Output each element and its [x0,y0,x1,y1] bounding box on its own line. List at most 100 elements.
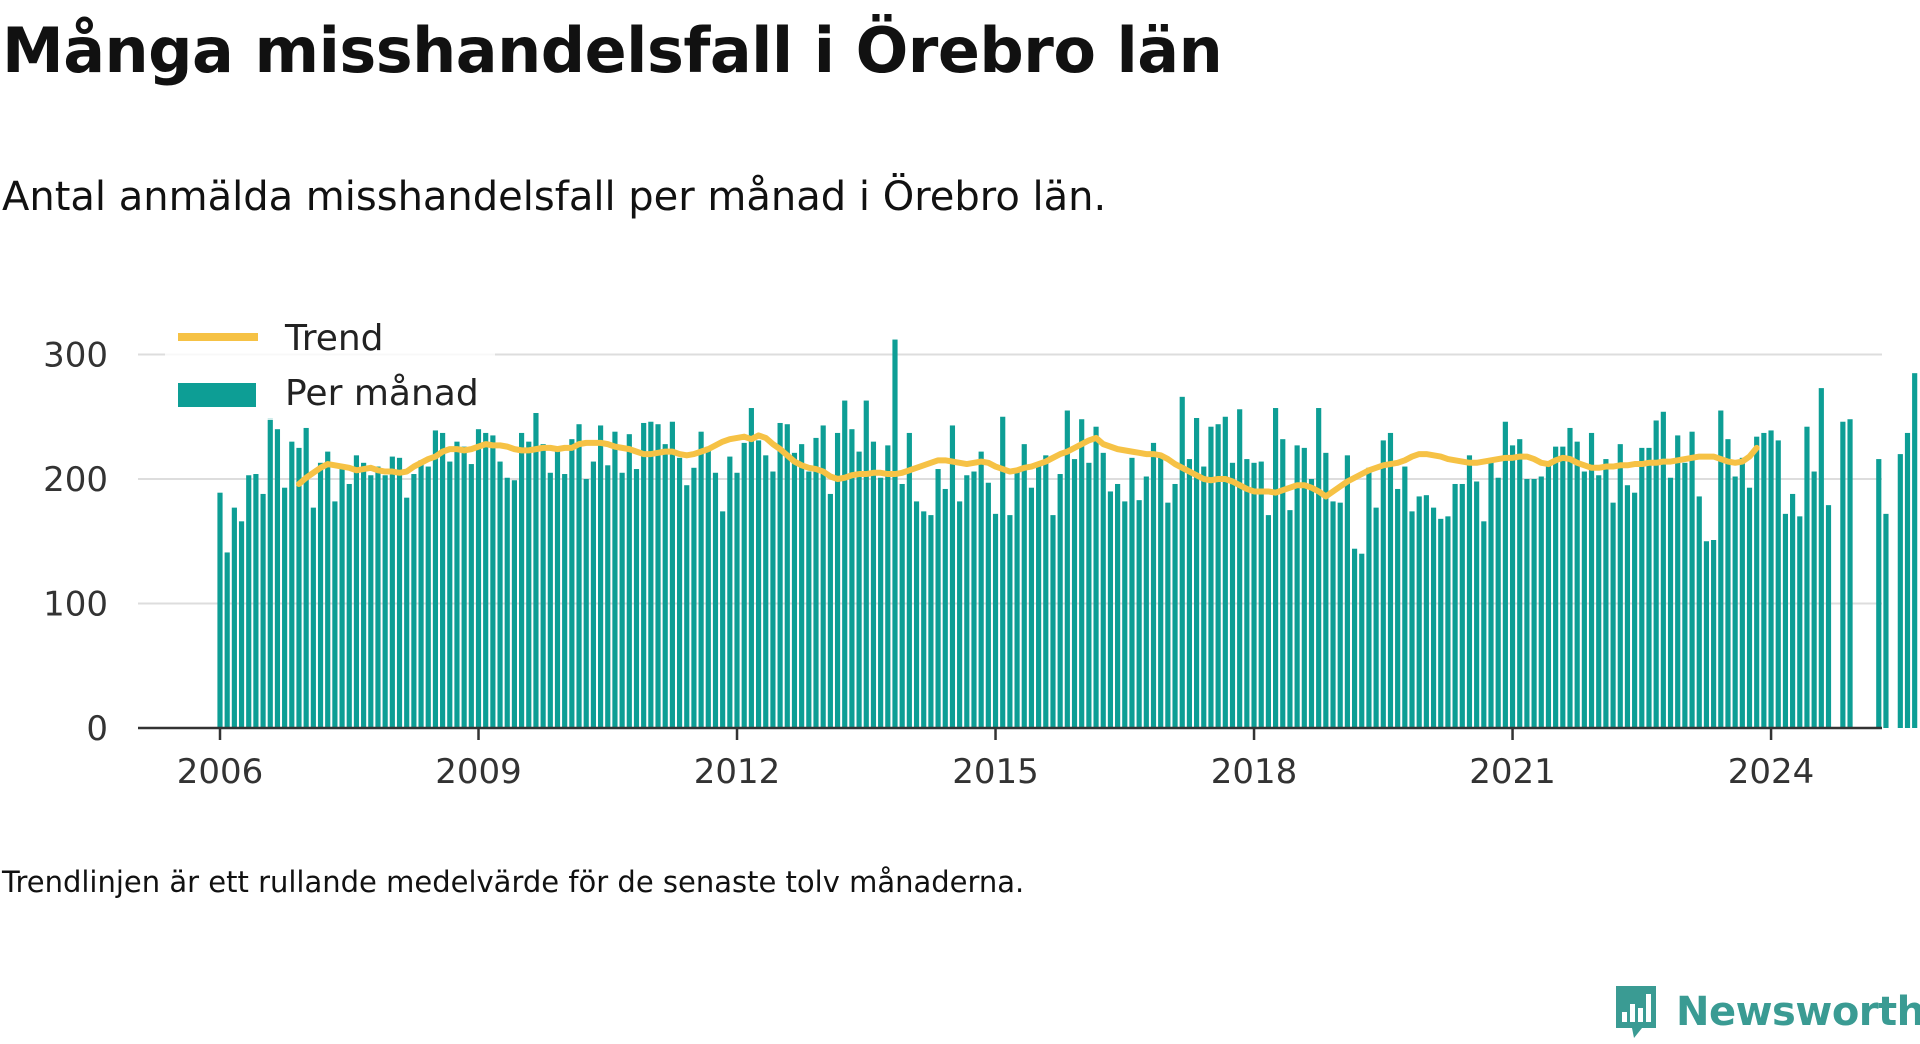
bar [1064,410,1070,728]
bar [1007,515,1013,728]
bar [641,422,647,728]
y-axis-ticks: 0 100 200 300 [43,336,108,750]
bar [1524,479,1530,728]
bar [1000,416,1006,728]
bar [1395,488,1401,728]
bar [289,441,295,728]
bar [274,429,281,728]
bar [425,466,431,728]
bar [282,487,288,728]
bar [684,485,690,728]
bar [992,513,999,728]
bar [1474,481,1480,728]
bar [633,469,640,728]
bar [562,474,568,728]
bar [296,447,302,729]
bar [1617,444,1623,728]
bar [856,451,862,728]
bar [1186,459,1192,728]
page-title: Många misshandelsfall i Örebro län [2,14,1223,87]
bar [1265,515,1271,728]
bar [1014,471,1020,728]
bar [662,444,668,728]
bar [1143,476,1149,728]
bar [1553,446,1559,728]
bar [619,472,625,728]
monthly-bars [217,339,1918,729]
bar [1036,465,1042,728]
bar [1804,426,1810,728]
bar [799,444,805,728]
bar [626,434,632,728]
bar [1775,440,1781,728]
bar [748,408,754,728]
bar [1696,496,1702,728]
bar [1093,426,1099,728]
y-tick-label: 300 [43,336,108,376]
bar [676,457,683,728]
bar [942,488,948,728]
bar [1876,459,1882,728]
bar [734,472,740,728]
bar [267,417,273,728]
bar [310,507,316,728]
bar [511,480,517,728]
bar [1811,471,1817,728]
bar [1768,430,1774,728]
bar [554,449,561,728]
bar [1581,471,1587,728]
bar [1452,483,1458,728]
bar [1818,388,1824,728]
bar [396,457,403,728]
bar [1100,452,1106,728]
bar [432,430,439,728]
bar [712,472,719,728]
bar [763,455,769,728]
bar [1172,483,1178,728]
bar [1646,447,1652,729]
bar [1380,440,1386,728]
bar [569,439,575,728]
legend-trend-label: Trend [284,318,384,359]
bar [691,467,697,728]
bar [540,444,546,728]
bar [1165,502,1171,728]
bar [1158,457,1164,728]
bar [1711,540,1717,728]
bar [490,435,496,728]
x-tick-label: 2018 [1211,752,1298,792]
bar [1416,496,1422,728]
bar [1545,462,1552,728]
bar [698,431,704,728]
bar [985,482,991,728]
x-axis-ticks: 2006 2009 2012 2015 2018 2021 2024 [177,728,1814,792]
bar [1251,462,1257,728]
bar [1797,516,1803,728]
bar [949,425,956,728]
bar [1509,445,1516,728]
bar [1179,396,1185,728]
bar [361,462,367,728]
bar [1028,487,1035,728]
bar [1258,461,1264,728]
bar [533,413,539,728]
bar [1308,479,1315,728]
bar [418,460,424,728]
bar [325,451,331,728]
bar [1287,510,1293,729]
bar [1495,477,1501,728]
bar [1739,457,1745,728]
bar [1596,475,1602,728]
bar [1402,466,1408,728]
bar [576,424,582,728]
bar [1237,409,1243,728]
bar [784,424,790,728]
bar [1430,507,1437,728]
bar [1229,462,1236,728]
bar [339,465,345,728]
bar [669,421,675,728]
brand-name: Newsworthy [1676,989,1920,1035]
bar [727,456,733,728]
bar [1122,501,1128,728]
